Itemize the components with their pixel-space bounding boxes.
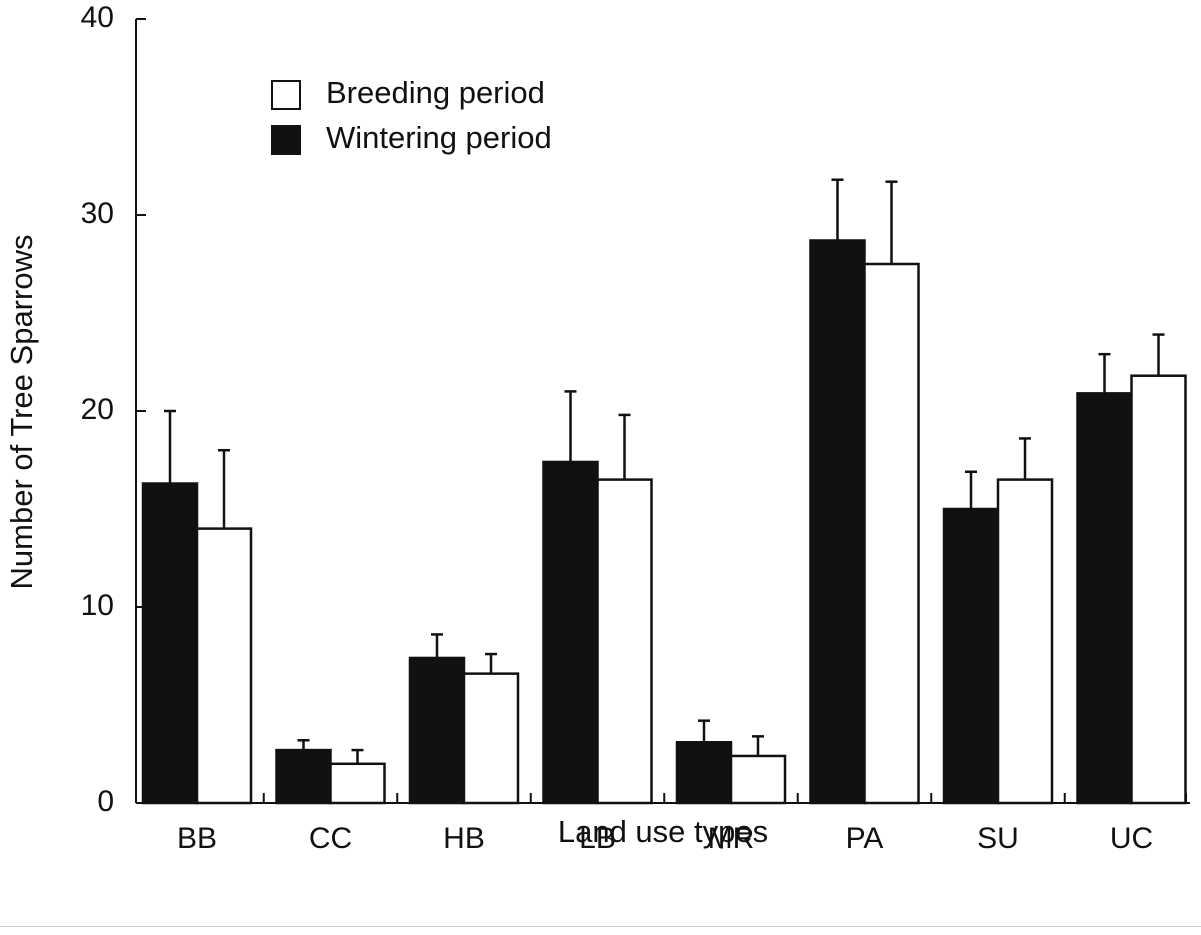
bar-breeding-period: [596, 478, 653, 805]
bar-breeding-period: [729, 754, 787, 805]
x-tick-label: PA: [846, 822, 884, 855]
x-tick-label: BB: [177, 822, 217, 855]
x-tick-label: MR: [708, 822, 755, 855]
bottom-divider: [0, 926, 1201, 927]
bar-breeding-period: [996, 478, 1054, 805]
x-axis-title: Land use types: [558, 814, 768, 849]
bar-breeding-period: [462, 672, 520, 805]
y-axis-title: Number of Tree Sparrows: [4, 235, 39, 590]
y-tick-label: 40: [81, 1, 114, 34]
bar-wintering-period: [942, 507, 1000, 805]
bar-wintering-period: [408, 656, 466, 805]
x-tick-label: CC: [309, 822, 352, 855]
bar-wintering-period: [675, 740, 733, 805]
x-tick-label: SU: [977, 822, 1019, 855]
legend-label-wintering-period: Wintering period: [326, 120, 552, 155]
y-tick-label: 20: [81, 393, 114, 426]
x-tick-label: UC: [1110, 822, 1153, 855]
bar-breeding-period: [329, 762, 386, 805]
bar-wintering-period: [809, 239, 866, 805]
y-tick-label: 30: [81, 197, 114, 230]
bar-wintering-period: [542, 460, 599, 805]
legend-swatch-wintering-period: [271, 125, 301, 155]
bar-wintering-period: [1076, 392, 1133, 805]
x-tick-label: HB: [443, 822, 485, 855]
bar-wintering-period: [275, 748, 332, 805]
bar-breeding-period: [195, 527, 253, 805]
bar-breeding-period: [1130, 374, 1187, 805]
x-tick-label: LB: [579, 822, 616, 855]
bar-breeding-period: [863, 262, 920, 805]
legend-swatch-breeding-period: [271, 80, 301, 110]
plot-area: 0 10 20 30 40 BB CC HB LB MR PA SU UC: [81, 1, 1190, 855]
y-tick-label: 10: [81, 589, 114, 622]
legend: Breeding period Wintering period: [271, 75, 552, 155]
bar-wintering-period: [141, 482, 199, 805]
y-tick-label: 0: [97, 785, 114, 818]
legend-label-breeding-period: Breeding period: [326, 75, 545, 110]
